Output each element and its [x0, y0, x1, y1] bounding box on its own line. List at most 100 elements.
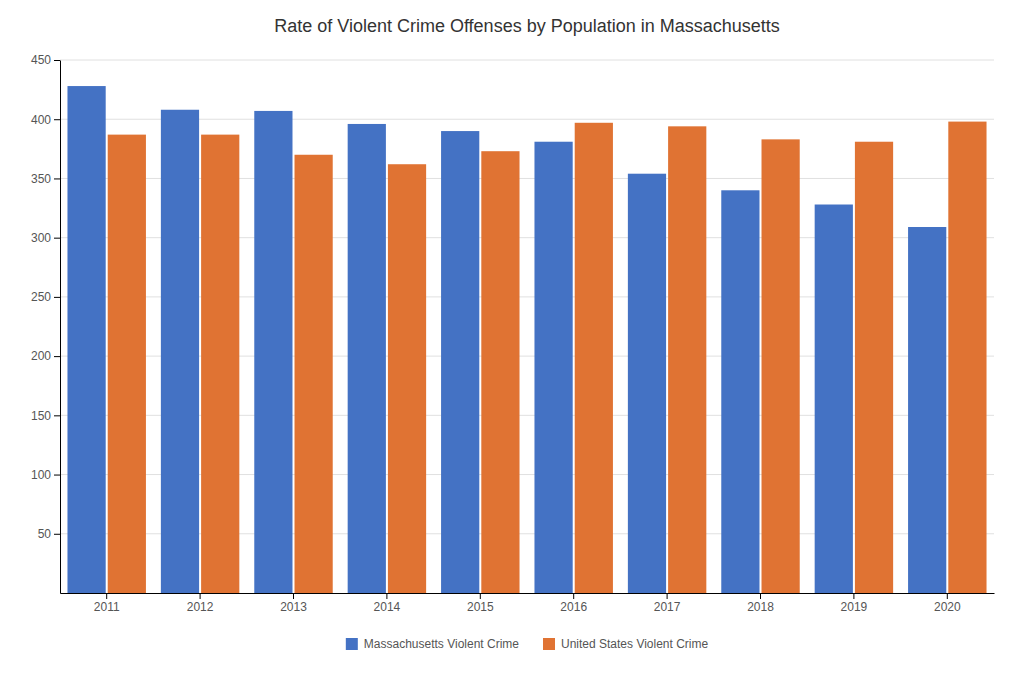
grid-line — [60, 533, 994, 534]
bar — [762, 139, 800, 593]
x-tick: 2014 — [374, 593, 401, 614]
chart: 2011 2012 2013 2014 2015 2016 2017 2018 2019 2020… — [0, 0, 1024, 683]
y-tick: 400 — [31, 113, 60, 127]
bar — [295, 155, 333, 593]
x-tick-mark — [386, 593, 387, 599]
bar — [628, 174, 666, 593]
x-tick-mark — [667, 593, 668, 599]
x-tick-label: 2020 — [934, 600, 961, 614]
x-tick-mark — [853, 593, 854, 599]
bar — [908, 227, 946, 593]
x-tick: 2013 — [280, 593, 307, 614]
y-tick-label: 350 — [31, 172, 51, 186]
bar — [534, 142, 572, 593]
x-tick: 2019 — [841, 593, 868, 614]
x-tick-mark — [106, 593, 107, 599]
x-tick-label: 2012 — [187, 600, 214, 614]
legend-item: United States Violent Crime — [543, 637, 709, 651]
y-tick-label: 200 — [31, 349, 51, 363]
x-tick: 2012 — [187, 593, 214, 614]
legend-label: United States Violent Crime — [561, 637, 709, 651]
bar — [67, 86, 105, 593]
bar — [254, 111, 292, 593]
grid-line — [60, 237, 994, 238]
bar — [201, 135, 239, 593]
title: Rate of Violent Crime Offenses by Popula… — [274, 16, 780, 36]
bar — [948, 122, 986, 593]
y-tick: 150 — [31, 409, 60, 423]
x-tick: 2016 — [560, 593, 587, 614]
y-tick: 350 — [31, 172, 60, 186]
grid — [60, 60, 994, 534]
x-tick-label: 2017 — [654, 600, 681, 614]
legend: Massachusetts Violent Crime United States… — [346, 637, 709, 651]
x-tick-mark — [293, 593, 294, 599]
x-tick-mark — [200, 593, 201, 599]
bar — [161, 110, 199, 593]
bar — [348, 124, 386, 593]
y-axis: 50 100 150 200 250 300 350 400 450 — [31, 53, 61, 593]
y-tick-mark — [54, 60, 60, 61]
x-tick-mark — [480, 593, 481, 599]
y-tick: 300 — [31, 231, 60, 245]
grid-line — [60, 474, 994, 475]
x-tick-label: 2016 — [560, 600, 587, 614]
bar — [481, 151, 519, 593]
y-tick-mark — [54, 297, 60, 298]
bar-series — [108, 122, 987, 593]
y-tick-label: 450 — [31, 53, 51, 67]
x-tick-label: 2014 — [374, 600, 401, 614]
grid-line — [60, 60, 994, 61]
x-tick: 2017 — [654, 593, 681, 614]
legend-swatch — [543, 638, 555, 650]
x-tick-mark — [947, 593, 948, 599]
y-tick-mark — [54, 356, 60, 357]
x-tick: 2018 — [747, 593, 774, 614]
y-tick-mark — [54, 119, 60, 120]
x-tick-label: 2013 — [280, 600, 307, 614]
bar — [441, 131, 479, 593]
y-tick-mark — [54, 475, 60, 476]
bar — [388, 164, 426, 593]
y-tick: 250 — [31, 290, 60, 304]
y-tick-label: 250 — [31, 290, 51, 304]
grid-line — [60, 356, 994, 357]
x-axis: 2011 2012 2013 2014 2015 2016 2017 2018 2019 2020 — [61, 593, 995, 614]
bar — [108, 135, 146, 593]
y-tick-label: 50 — [38, 527, 52, 541]
y-tick-mark — [54, 415, 60, 416]
bar-series — [67, 86, 946, 593]
x-tick: 2020 — [934, 593, 961, 614]
x-tick-label: 2011 — [94, 600, 120, 614]
y-tick: 50 — [38, 527, 60, 541]
y-tick: 100 — [31, 468, 60, 482]
y-tick: 200 — [31, 349, 60, 363]
grid-line — [60, 178, 994, 179]
bar — [575, 123, 613, 593]
grid-line — [60, 296, 994, 297]
x-tick-mark — [760, 593, 761, 599]
bar — [721, 190, 759, 593]
legend-swatch — [346, 638, 358, 650]
x-tick-label: 2015 — [467, 600, 494, 614]
bar — [668, 126, 706, 593]
y-tick-label: 150 — [31, 409, 51, 423]
x-tick-label: 2018 — [747, 600, 774, 614]
legend-label: Massachusetts Violent Crime — [364, 637, 520, 651]
x-tick-mark — [573, 593, 574, 599]
bar — [855, 142, 893, 593]
y-tick-mark — [54, 534, 60, 535]
y-tick: 450 — [31, 53, 60, 67]
x-tick: 2015 — [467, 593, 494, 614]
grid-line — [60, 415, 994, 416]
grid-line — [60, 119, 994, 120]
bar — [815, 205, 853, 593]
y-tick-mark — [54, 178, 60, 179]
plot-area — [67, 86, 986, 593]
x-tick: 2011 — [94, 593, 120, 614]
y-tick-label: 300 — [31, 231, 51, 245]
legend-item: Massachusetts Violent Crime — [346, 637, 520, 651]
y-tick-mark — [54, 238, 60, 239]
x-tick-label: 2019 — [841, 600, 868, 614]
y-tick-label: 400 — [31, 113, 51, 127]
